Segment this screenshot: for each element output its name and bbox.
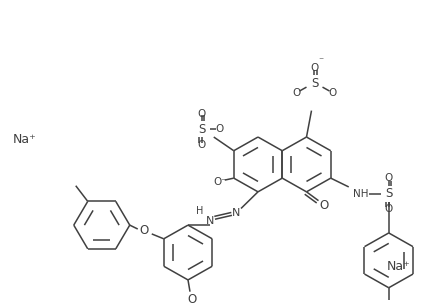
Text: S: S: [385, 187, 392, 200]
Text: O: O: [310, 62, 319, 73]
Text: O: O: [328, 88, 336, 98]
Text: O⁻: O⁻: [213, 177, 227, 187]
Text: O: O: [198, 140, 206, 150]
Text: N: N: [232, 208, 240, 218]
Text: ⁻: ⁻: [318, 57, 323, 67]
Text: O: O: [384, 173, 393, 183]
Text: S: S: [311, 77, 318, 90]
Text: O: O: [216, 124, 224, 134]
Text: O: O: [139, 225, 148, 237]
Text: O: O: [198, 109, 206, 118]
Text: Na⁺: Na⁺: [386, 260, 410, 273]
Text: O: O: [187, 293, 197, 306]
Text: NH: NH: [353, 189, 368, 199]
Text: S: S: [198, 123, 206, 136]
Text: O: O: [384, 204, 393, 215]
Text: O: O: [320, 199, 329, 212]
Text: Na⁺: Na⁺: [12, 133, 36, 146]
Text: O: O: [292, 88, 301, 98]
Text: N: N: [206, 216, 214, 226]
Text: H: H: [196, 207, 204, 216]
